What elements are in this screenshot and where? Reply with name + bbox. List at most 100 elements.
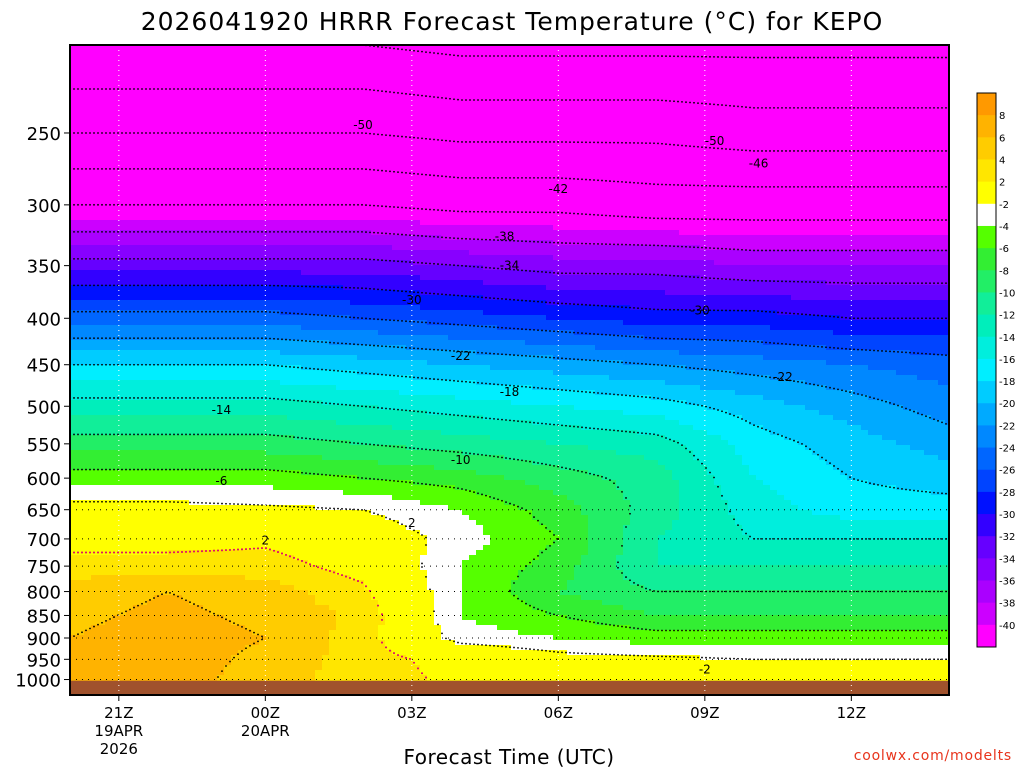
temperature-cell — [189, 185, 197, 191]
temperature-cell — [266, 320, 274, 326]
temperature-cell — [161, 585, 169, 591]
temperature-cell — [203, 570, 211, 576]
temperature-cell — [119, 255, 127, 261]
temperature-cell — [217, 520, 225, 526]
temperature-cell — [280, 590, 288, 596]
temperature-cell — [98, 60, 106, 66]
temperature-cell — [98, 190, 106, 196]
temperature-cell — [287, 590, 295, 596]
temperature-cell — [147, 180, 155, 186]
temperature-cell — [252, 120, 260, 126]
temperature-cell — [224, 630, 232, 636]
temperature-cell — [210, 290, 218, 296]
temperature-cell — [189, 215, 197, 221]
temperature-cell — [98, 300, 106, 306]
temperature-cell — [280, 495, 288, 501]
temperature-cell — [224, 230, 232, 236]
temperature-cell — [161, 450, 169, 456]
temperature-cell — [147, 320, 155, 326]
temperature-cell — [294, 95, 302, 101]
temperature-cell — [203, 345, 211, 351]
temperature-cell — [126, 220, 134, 226]
temperature-cell — [140, 195, 148, 201]
temperature-cell — [224, 210, 232, 216]
temperature-cell — [154, 305, 162, 311]
temperature-cell — [238, 530, 246, 536]
temperature-cell — [196, 300, 204, 306]
temperature-cell — [133, 250, 141, 256]
temperature-cell — [217, 265, 225, 271]
temperature-cell — [119, 515, 127, 521]
temperature-cell — [245, 180, 253, 186]
temperature-cell — [203, 630, 211, 636]
temperature-cell — [126, 575, 134, 581]
temperature-cell — [98, 115, 106, 121]
temperature-cell — [196, 555, 204, 561]
temperature-cell — [210, 535, 218, 541]
temperature-cell — [182, 330, 190, 336]
temperature-cell — [238, 620, 246, 626]
temperature-cell — [147, 85, 155, 91]
temperature-cell — [70, 435, 78, 441]
temperature-cell — [231, 385, 239, 391]
temperature-cell — [294, 105, 302, 111]
temperature-cell — [245, 605, 253, 611]
temperature-cell — [140, 175, 148, 181]
temperature-cell — [126, 275, 134, 281]
temperature-cell — [203, 305, 211, 311]
temperature-cell — [287, 470, 295, 476]
temperature-cell — [119, 640, 127, 646]
temperature-cell — [231, 50, 239, 56]
temperature-cell — [161, 220, 169, 226]
temperature-cell — [161, 195, 169, 201]
temperature-cell — [203, 100, 211, 106]
temperature-cell — [189, 390, 197, 396]
temperature-cell — [119, 440, 127, 446]
temperature-cell — [224, 505, 232, 511]
temperature-cell — [168, 460, 176, 466]
temperature-cell — [245, 235, 253, 241]
temperature-cell — [273, 235, 281, 241]
temperature-cell — [182, 620, 190, 626]
temperature-cell — [231, 520, 239, 526]
temperature-cell — [133, 60, 141, 66]
temperature-cell — [161, 565, 169, 571]
temperature-cell — [238, 380, 246, 386]
temperature-cell — [196, 390, 204, 396]
temperature-cell — [119, 235, 127, 241]
temperature-cell — [84, 70, 92, 76]
temperature-cell — [266, 420, 274, 426]
temperature-cell — [210, 305, 218, 311]
temperature-cell — [154, 345, 162, 351]
temperature-cell — [84, 300, 92, 306]
temperature-cell — [287, 385, 295, 391]
temperature-cell — [105, 370, 113, 376]
temperature-cell — [175, 475, 183, 481]
temperature-cell — [133, 470, 141, 476]
temperature-cell — [147, 585, 155, 591]
temperature-cell — [133, 490, 141, 496]
temperature-cell — [203, 460, 211, 466]
temperature-cell — [196, 510, 204, 516]
temperature-cell — [189, 320, 197, 326]
temperature-cell — [175, 210, 183, 216]
temperature-cell — [189, 445, 197, 451]
temperature-cell — [119, 650, 127, 656]
temperature-cell — [91, 205, 99, 211]
temperature-cell — [140, 340, 148, 346]
temperature-cell — [119, 305, 127, 311]
temperature-cell — [252, 225, 260, 231]
temperature-cell — [252, 655, 260, 661]
temperature-cell — [105, 425, 113, 431]
temperature-cell — [280, 155, 288, 161]
temperature-cell — [217, 180, 225, 186]
temperature-cell — [210, 175, 218, 181]
temperature-cell — [91, 175, 99, 181]
temperature-cell — [175, 520, 183, 526]
temperature-cell — [238, 225, 246, 231]
temperature-cell — [252, 595, 260, 601]
temperature-cell — [91, 470, 99, 476]
temperature-cell — [84, 155, 92, 161]
temperature-cell — [280, 210, 288, 216]
temperature-cell — [154, 365, 162, 371]
